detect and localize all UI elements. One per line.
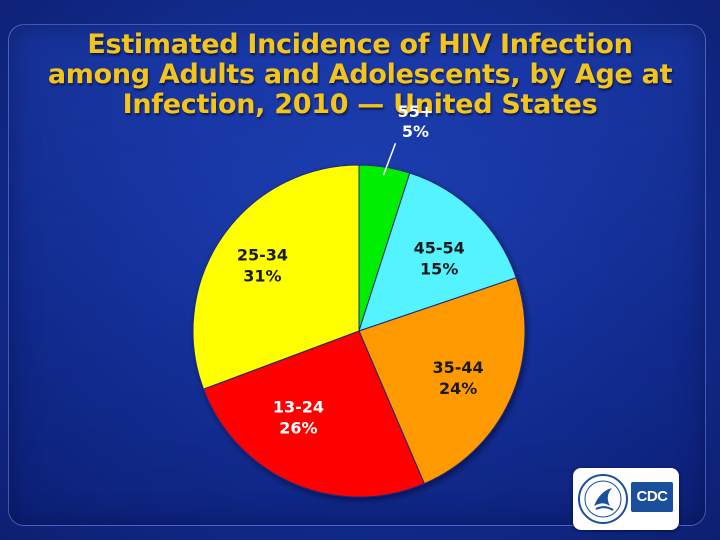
chart-title-line-3: Infection, 2010 — United States [122,89,598,120]
hhs-seal-icon [578,474,628,524]
slice-value-25-34: 31% [243,266,281,285]
cdc-wordmark: CDC [631,482,673,512]
chart-title: Estimated Incidence of HIV Infection amo… [0,30,720,120]
pie-slice-35-44 [358,277,526,485]
pie-slice-45-54 [358,172,517,332]
chart-title-line-1: Estimated Incidence of HIV Infection [87,29,633,60]
pie-labels: 55+5% 45-54 15% 35-44 24% 13-24 26% 25-34 31% [237,102,484,437]
leader-line-55+ [382,142,397,176]
pie-slice-25-34 [192,164,360,390]
slice-label-55+: 55+ [398,102,434,121]
chart-title-line-2: among Adults and Adolescents, by Age at [47,59,673,90]
pie-slice-13-24 [202,330,425,498]
slice-value-13-24: 26% [279,419,317,438]
slice-value-35-44: 24% [439,379,477,398]
slice-value-55+: 5% [402,122,429,141]
slice-label-25-34: 25-34 [237,245,288,264]
slice-label-45-54: 45-54 [414,239,465,258]
slice-value-45-54: 15% [420,260,458,279]
slice-label-35-44: 35-44 [433,358,484,377]
slice-label-13-24: 13-24 [273,398,324,417]
pie-slices [192,164,526,498]
cdc-logo: CDC [573,468,679,530]
